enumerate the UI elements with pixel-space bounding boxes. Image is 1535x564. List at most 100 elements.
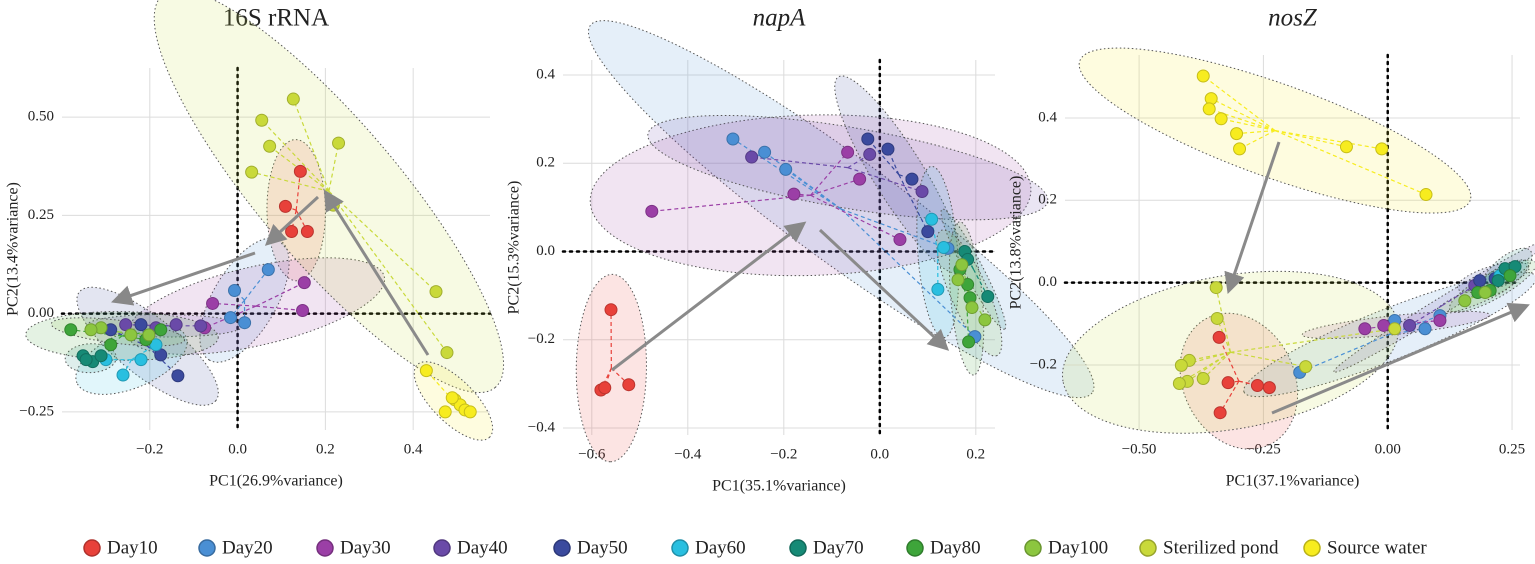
legend-label: Source water — [1327, 537, 1427, 558]
legend-label: Sterilized pond — [1163, 537, 1279, 558]
point — [1419, 188, 1433, 202]
point — [1196, 69, 1210, 83]
legend-marker — [671, 539, 689, 557]
panel-title: napA — [753, 5, 807, 32]
x-tick-label: 0.0 — [870, 446, 889, 462]
spider-line — [1218, 337, 1240, 382]
arrow — [323, 189, 430, 356]
point — [94, 349, 108, 363]
x-axis-label: PC1(26.9%variance) — [209, 473, 343, 490]
point — [1250, 379, 1264, 393]
y-tick-label: −0.2 — [528, 331, 555, 347]
spider-line — [1274, 129, 1347, 148]
spider-line — [841, 208, 949, 249]
point — [224, 311, 238, 325]
x-tick-label: 0.2 — [316, 441, 335, 457]
point — [863, 147, 877, 161]
point — [981, 289, 995, 303]
y-tick-label: 0.25 — [28, 207, 54, 223]
legend-marker — [1139, 539, 1157, 557]
legend-marker — [83, 539, 101, 557]
point — [622, 378, 636, 392]
legend-marker — [433, 539, 451, 557]
point — [79, 353, 93, 367]
arrow — [1271, 302, 1530, 415]
spider-line — [1230, 351, 1306, 368]
point — [84, 323, 98, 337]
ellipses — [1061, 47, 1535, 450]
spider-line — [931, 219, 939, 253]
point — [1375, 142, 1389, 156]
legend-label: Day80 — [930, 537, 981, 558]
spider-line — [898, 174, 913, 180]
point — [261, 263, 275, 277]
x-tick-label: −0.25 — [1246, 441, 1281, 457]
x-axis-label: PC1(37.1%variance) — [1226, 473, 1360, 490]
y-tick-label: 0.4 — [536, 66, 555, 82]
spider-line — [810, 178, 860, 196]
spider-line — [292, 98, 330, 192]
y-tick-label: −0.2 — [1030, 356, 1057, 372]
point — [278, 199, 292, 213]
point — [1458, 294, 1472, 308]
point — [905, 172, 919, 186]
x-tick-label: 0.4 — [404, 441, 423, 457]
legend-marker — [316, 539, 334, 557]
spider-line — [972, 268, 989, 297]
point — [1209, 281, 1223, 295]
spider-line — [328, 142, 340, 192]
point — [285, 225, 299, 239]
panel-title: nosZ — [1268, 5, 1318, 32]
arrow — [1224, 141, 1281, 294]
x-tick-label: 0.00 — [1375, 441, 1401, 457]
point — [255, 113, 269, 127]
y-axis-label: PC2(15.3%variance) — [506, 181, 523, 315]
spider-line — [230, 299, 245, 318]
point — [134, 353, 148, 367]
point — [1174, 358, 1188, 372]
x-tick-label: 0.25 — [1499, 441, 1525, 457]
point — [293, 164, 307, 178]
point — [171, 369, 185, 383]
point — [1212, 330, 1226, 344]
point — [881, 142, 895, 156]
points — [1172, 69, 1522, 420]
point — [1478, 286, 1492, 300]
point — [116, 368, 130, 382]
arrow — [818, 228, 950, 351]
spider-line — [212, 302, 257, 307]
point — [297, 276, 311, 290]
x-tick-label: −0.4 — [674, 446, 702, 462]
point — [645, 204, 659, 218]
point — [937, 241, 951, 254]
points — [64, 92, 477, 419]
arrow — [111, 251, 256, 306]
point — [962, 335, 976, 349]
point — [931, 282, 945, 296]
point — [445, 391, 459, 405]
point — [1202, 102, 1216, 116]
arrow — [264, 195, 320, 246]
point — [965, 301, 979, 314]
point — [978, 313, 992, 327]
legend-marker — [198, 539, 216, 557]
y-tick-label: 0.2 — [536, 155, 555, 171]
point — [1433, 314, 1447, 328]
y-tick-label: 0.0 — [1038, 274, 1057, 290]
point — [154, 323, 168, 337]
point — [1339, 140, 1353, 154]
legend-marker — [1024, 539, 1042, 557]
spider-line — [898, 174, 929, 232]
legend-label: Day40 — [457, 537, 508, 558]
point — [598, 381, 612, 395]
point — [438, 405, 452, 419]
x-tick-label: 0.2 — [966, 446, 985, 462]
point — [245, 165, 259, 179]
legend-label: Day100 — [1048, 537, 1108, 558]
legend-label: Day50 — [577, 537, 628, 558]
legend-marker — [1303, 539, 1321, 557]
point — [758, 145, 772, 159]
point — [915, 184, 929, 198]
point — [149, 338, 163, 352]
